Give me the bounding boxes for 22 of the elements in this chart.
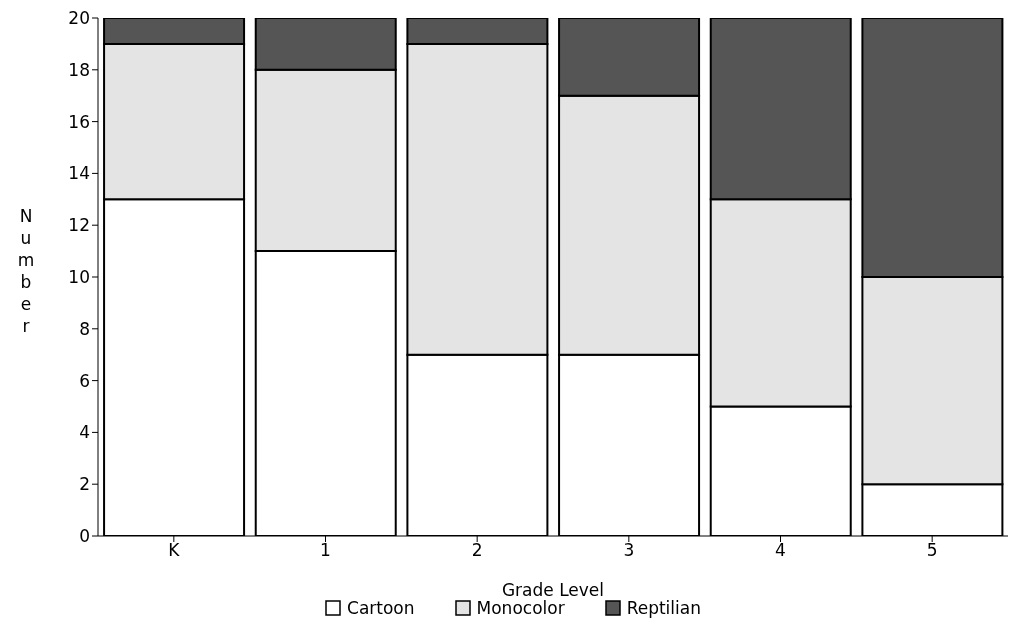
y-tick-label: 4 <box>79 422 90 443</box>
y-tick-label: 16 <box>68 111 90 132</box>
y-tick-label: 12 <box>68 215 90 236</box>
x-tick-label: 4 <box>775 540 786 561</box>
x-tick-label: 5 <box>926 540 938 561</box>
y-tick-label: 10 <box>68 267 90 288</box>
y-tick-label: 18 <box>68 59 90 80</box>
x-tick-label: K <box>168 540 181 561</box>
x-tick-label: 3 <box>623 540 635 561</box>
y-axis-title: Number <box>17 206 35 336</box>
y-tick-label: 14 <box>68 163 90 184</box>
legend-label: Monocolor <box>476 598 565 618</box>
y-tick-label: 8 <box>79 318 90 339</box>
y-tick-label: 0 <box>79 526 90 547</box>
y-tick-label: 2 <box>79 474 90 495</box>
x-tick-label: 2 <box>471 540 483 561</box>
legend-label: Reptilian <box>626 598 701 618</box>
x-tick-label: 1 <box>320 540 331 561</box>
y-tick-label: 20 <box>68 8 90 29</box>
x-axis-title: Grade Level <box>501 580 605 600</box>
y-tick-label: 6 <box>79 370 90 391</box>
legend-label: Cartoon <box>347 598 415 618</box>
